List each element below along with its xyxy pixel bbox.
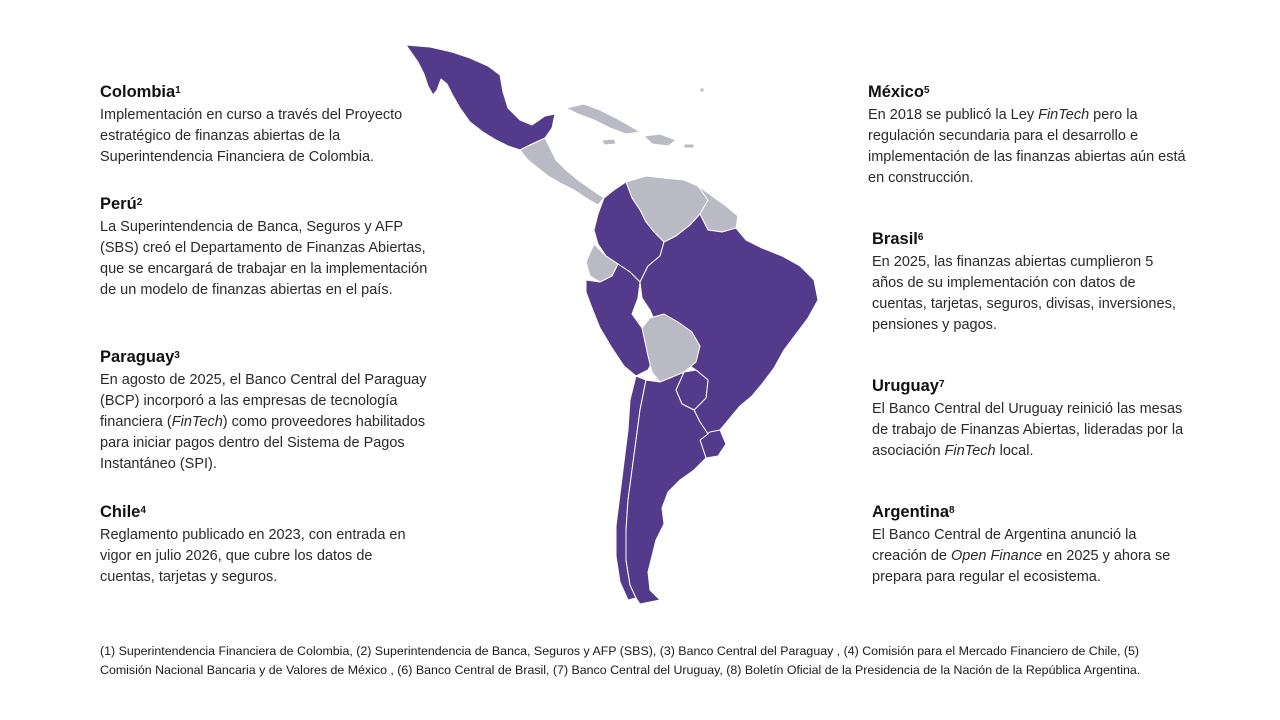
paraguay-title: Paraguay3 bbox=[100, 348, 180, 366]
map-bolivia bbox=[641, 313, 701, 383]
uruguay-title: Uruguay7 bbox=[872, 377, 945, 395]
uruguay-block: Uruguay7 El Banco Central del Uruguay re… bbox=[872, 376, 1188, 462]
paraguay-block: Paraguay3 En agosto de 2025, el Banco Ce… bbox=[100, 347, 430, 475]
map-argentina bbox=[625, 371, 709, 605]
colombia-text: Implementación en curso a través del Pro… bbox=[100, 107, 403, 165]
brasil-block: Brasil6 En 2025, las finanzas abiertas c… bbox=[872, 229, 1188, 336]
sources-footnote: (1) Superintendencia Financiera de Colom… bbox=[100, 644, 1141, 677]
latin-america-map bbox=[405, 44, 819, 605]
argentina-text: El Banco Central de Argentina anunció la… bbox=[872, 527, 1171, 585]
chile-text: Reglamento publicado en 2023, con entrad… bbox=[100, 527, 406, 585]
map-small-islands bbox=[699, 87, 705, 93]
peru-text: La Superintendencia de Banca, Seguros y … bbox=[100, 219, 428, 298]
map-mexico bbox=[405, 44, 556, 151]
paraguay-text: En agosto de 2025, el Banco Central del … bbox=[100, 372, 427, 472]
mexico-block: México5 En 2018 se publicó la Ley FinTec… bbox=[868, 82, 1188, 189]
mexico-text: En 2018 se publicó la Ley FinTech pero l… bbox=[868, 107, 1186, 186]
chile-block: Chile4 Reglamento publicado en 2023, con… bbox=[100, 502, 430, 588]
argentina-block: Argentina8 El Banco Central de Argentina… bbox=[872, 502, 1188, 588]
mexico-title: México5 bbox=[868, 83, 930, 101]
map-puerto-rico bbox=[683, 143, 695, 149]
map-cuba bbox=[565, 103, 641, 135]
map-jamaica bbox=[601, 138, 617, 146]
brasil-title: Brasil6 bbox=[872, 230, 924, 248]
uruguay-text: El Banco Central del Uruguay reinició la… bbox=[872, 401, 1184, 459]
map-hispaniola bbox=[643, 133, 677, 147]
peru-title: Perú2 bbox=[100, 195, 143, 213]
brasil-text: En 2025, las finanzas abiertas cumpliero… bbox=[872, 254, 1176, 333]
colombia-block: Colombia1 Implementación en curso a trav… bbox=[100, 82, 430, 168]
colombia-title: Colombia1 bbox=[100, 83, 181, 101]
map-central-america bbox=[519, 137, 605, 206]
argentina-title: Argentina8 bbox=[872, 503, 955, 521]
peru-block: Perú2 La Superintendencia de Banca, Segu… bbox=[100, 194, 430, 301]
chile-title: Chile4 bbox=[100, 503, 146, 521]
